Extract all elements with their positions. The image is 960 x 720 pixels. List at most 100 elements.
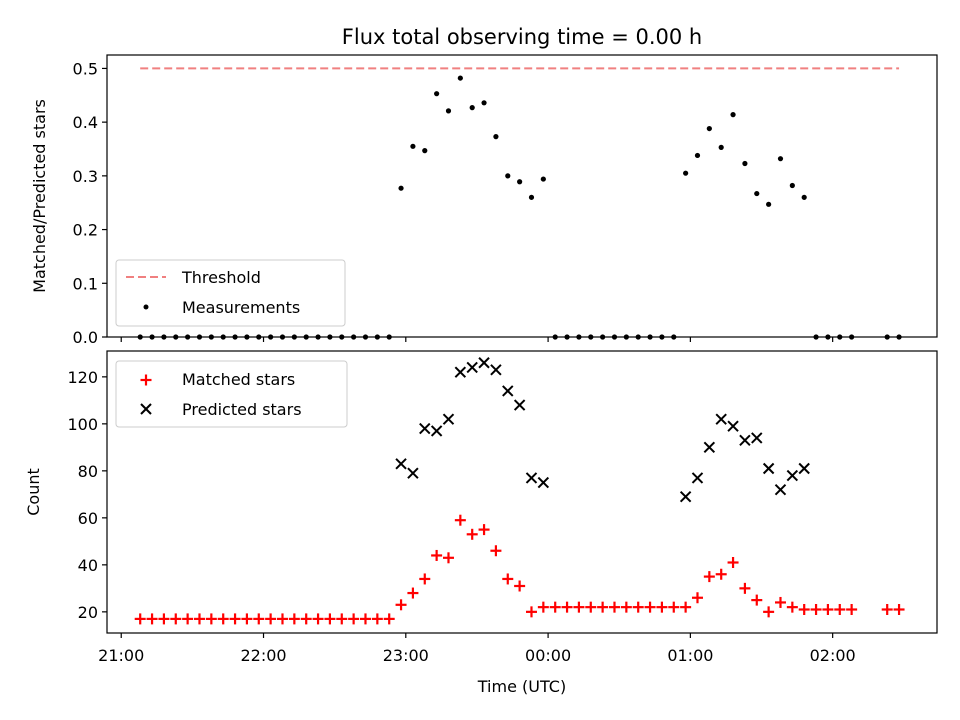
matched-point <box>715 568 727 580</box>
predicted-point <box>727 420 739 432</box>
predicted-legend-label: Predicted stars <box>182 400 302 419</box>
bottom-legend-box <box>115 360 348 428</box>
matched-point <box>146 613 158 625</box>
matched-point <box>383 613 395 625</box>
top-legend: Threshold Measurements <box>115 259 346 327</box>
matched-point <box>561 601 573 613</box>
y-tick-label: 0.5 <box>73 59 98 78</box>
measurement-point <box>683 170 689 176</box>
matched-point <box>359 613 371 625</box>
y-tick-label: 0.0 <box>73 328 98 347</box>
matched-point <box>798 604 810 615</box>
matched-point <box>644 601 656 613</box>
top-panel: 0.0 0.1 0.2 0.3 0.4 0.5 Matched/Predicted sta… <box>30 54 938 347</box>
matched-point <box>371 613 383 625</box>
y-tick-label: 0.4 <box>73 113 98 132</box>
matched-point <box>763 606 775 618</box>
measurements-legend-label: Measurements <box>182 298 300 317</box>
matched-point <box>656 601 668 613</box>
measurements-legend-marker <box>143 304 149 310</box>
matched-point <box>193 613 205 625</box>
predicted-point <box>430 425 443 437</box>
matched-point <box>336 613 348 625</box>
predicted-point <box>407 467 419 479</box>
x-tick-label: 02:00 <box>810 646 856 665</box>
predicted-point <box>715 413 727 425</box>
x-tick-label: 23:00 <box>383 646 429 665</box>
matched-legend-plus <box>140 374 152 386</box>
x-tick-label: 01:00 <box>667 646 713 665</box>
matched-point <box>597 601 609 613</box>
chart-title: Flux total observing time = 0.00 h <box>342 25 702 49</box>
matched-point <box>205 613 217 625</box>
matched-point <box>466 528 478 540</box>
matched-point <box>454 514 466 526</box>
matched-legend-label: Matched stars <box>182 370 295 389</box>
matched-point <box>739 582 751 594</box>
predicted-point <box>691 472 704 484</box>
matched-point <box>170 613 182 625</box>
matched-point <box>727 557 739 568</box>
matched-point <box>846 604 858 615</box>
matched-point <box>537 601 549 613</box>
predicted-point <box>703 441 716 454</box>
measurement-point <box>493 134 499 140</box>
matched-point <box>229 613 241 625</box>
measurement-point <box>434 91 440 97</box>
predicted-point <box>774 483 787 496</box>
measurement-point <box>469 105 475 111</box>
matched-point <box>691 592 703 604</box>
y-tick-label: 80 <box>78 462 98 481</box>
top-y-axis: 0.0 0.1 0.2 0.3 0.4 0.5 <box>73 59 107 347</box>
matched-point <box>893 604 905 615</box>
matched-point <box>680 601 692 613</box>
measurement-point <box>517 179 523 185</box>
measurement-point <box>718 144 724 150</box>
predicted-point <box>537 476 550 489</box>
matched-point <box>502 573 514 585</box>
matched-legend-marker <box>140 374 152 386</box>
matched-point <box>549 601 561 613</box>
bottom-panel: 20 40 60 80 100 120 21:00 22:00 23:00 00:00 01:00… <box>24 350 938 696</box>
y-tick-label: 120 <box>67 368 98 387</box>
x-axis-label: Time (UTC) <box>477 677 566 696</box>
matched-point <box>288 613 300 625</box>
bottom-x-axis: 21:00 22:00 23:00 00:00 01:00 02:00 <box>98 633 856 665</box>
measurement-point <box>410 143 416 149</box>
measurement-point <box>481 100 487 106</box>
matched-point <box>241 613 253 625</box>
predicted-point <box>751 432 763 444</box>
matched-point <box>442 552 454 564</box>
measurement-point <box>766 201 772 207</box>
measurement-point <box>528 194 535 200</box>
matched-point <box>514 580 526 592</box>
predicted-point <box>513 399 526 411</box>
matched-point <box>620 601 632 613</box>
matched-point <box>786 601 798 613</box>
matched-point <box>431 549 443 561</box>
bottom-y-axis-label: Count <box>24 468 43 516</box>
bottom-axes-frame <box>106 350 938 634</box>
matched-point <box>881 604 893 615</box>
bottom-y-axis: 20 40 60 80 100 120 <box>67 368 107 622</box>
y-tick-label: 20 <box>78 603 98 622</box>
measurement-point <box>505 173 511 179</box>
matched-point <box>573 601 585 613</box>
predicted-point <box>798 462 810 475</box>
predicted-point <box>786 469 799 482</box>
predicted-point <box>762 462 775 475</box>
matched-point <box>348 613 360 625</box>
matched-point <box>632 601 644 613</box>
matched-point <box>478 524 490 536</box>
measurement-point <box>742 160 748 167</box>
top-y-axis-label: Matched/Predicted stars <box>30 99 49 293</box>
matched-point <box>608 601 620 613</box>
y-tick-label: 0.3 <box>73 167 98 186</box>
predicted-point <box>525 472 538 484</box>
measurement-point <box>706 125 712 132</box>
measurement-point <box>694 152 701 159</box>
measurement-point <box>422 148 428 154</box>
matched-point <box>490 545 502 557</box>
predicted-legend-marker <box>140 403 152 415</box>
